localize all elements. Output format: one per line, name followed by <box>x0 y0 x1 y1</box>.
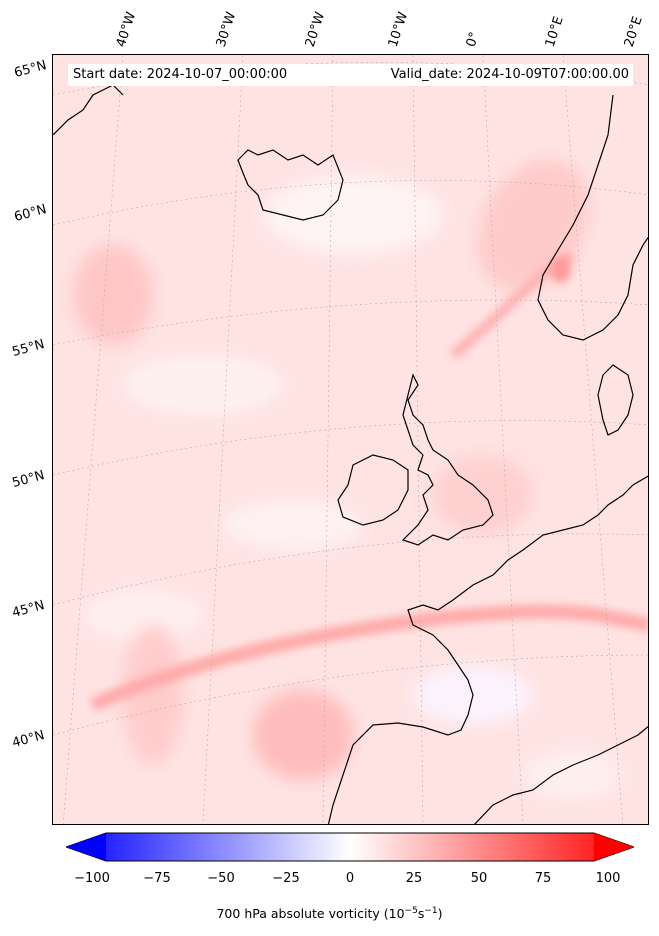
mediterranean-coast <box>474 725 648 824</box>
vorticity-map <box>52 54 649 825</box>
map-canvas <box>53 55 648 824</box>
continent-coast <box>327 475 648 824</box>
lat-label-60n: 60°N <box>12 202 49 225</box>
lon-label-40w: 40°W <box>113 10 140 49</box>
lon-label-0: 0° <box>463 30 483 49</box>
vorticity-light-areas <box>83 175 623 800</box>
coastlines <box>53 84 648 824</box>
lon-label-20w: 20°W <box>302 10 329 49</box>
cbar-tick-n25: −25 <box>272 871 300 886</box>
colorbar-max-extend <box>594 833 634 861</box>
cbar-tick-n50: −50 <box>207 871 235 886</box>
denmark-coast <box>597 364 634 436</box>
lat-label-55n: 55°N <box>10 337 47 360</box>
lat-label-45n: 45°N <box>10 598 47 621</box>
iceland-coast <box>237 149 344 221</box>
cbar-tick-n100: −100 <box>74 871 110 886</box>
norway-coast <box>537 94 648 341</box>
colorbar-gradient <box>66 832 634 862</box>
cbar-tick-100: 100 <box>595 871 621 886</box>
great-britain-coast <box>401 373 494 546</box>
lon-label-30w: 30°W <box>213 10 240 49</box>
colorbar <box>66 832 634 862</box>
cbar-tick-25: 25 <box>405 871 423 886</box>
date-info-bar <box>68 64 633 86</box>
cbar-tick-0: 0 <box>345 871 355 886</box>
lon-label-10e: 10°E <box>542 14 567 50</box>
lat-label-65n: 65°N <box>12 58 49 81</box>
colorbar-title: 700 hPa absolute vorticity (10−5s−1) <box>216 906 443 922</box>
lon-label-20e: 20°E <box>621 14 646 50</box>
cbar-tick-75: 75 <box>534 871 552 886</box>
cbar-tick-50: 50 <box>470 871 488 886</box>
graticule <box>53 55 648 824</box>
start-date-label: Start date: 2024-10-07_00:00:00 <box>73 67 288 82</box>
vorticity-jet-band <box>90 250 648 712</box>
lat-label-40n: 40°N <box>10 728 47 751</box>
lat-label-50n: 50°N <box>10 468 47 491</box>
cbar-tick-n75: −75 <box>143 871 171 886</box>
valid-date-label: Valid_date: 2024-10-09T07:00:00.00 <box>390 67 629 82</box>
colorbar-min-extend <box>66 833 106 861</box>
lon-label-10w: 10°W <box>385 10 412 49</box>
ireland-coast <box>337 454 409 526</box>
